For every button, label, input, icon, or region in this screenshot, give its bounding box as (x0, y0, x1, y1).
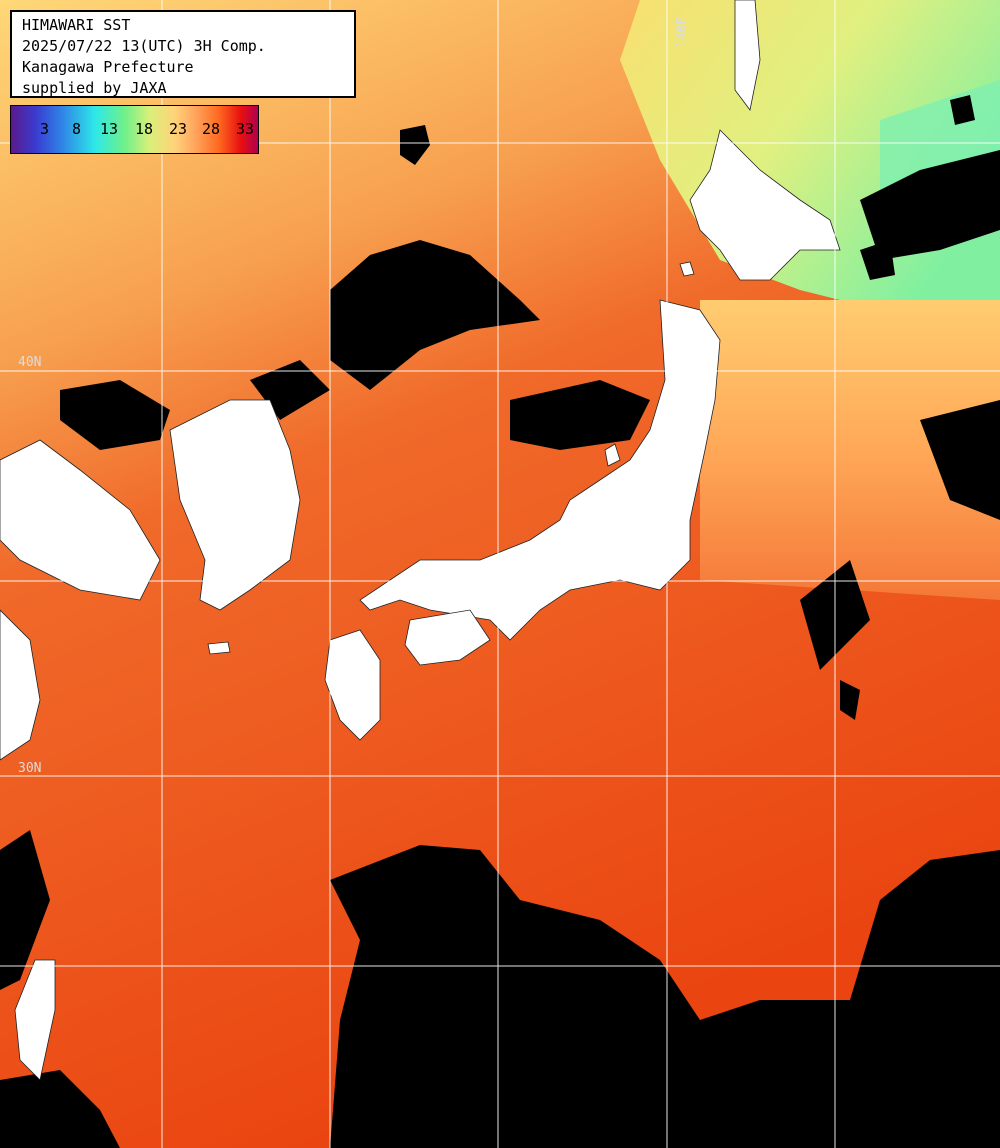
japan-shikoku (404, 609, 491, 666)
taiwan (14, 959, 56, 1081)
china-coast (0, 609, 41, 761)
grid-label-40n: 40N (18, 355, 41, 370)
colorbar-tick-23: 23 (169, 120, 188, 138)
okushiri-island (679, 261, 695, 277)
temperature-colorbar: 3 8 13 18 23 28 33 (10, 105, 259, 154)
jeju-island (207, 641, 231, 655)
japan-kyushu (324, 629, 381, 741)
japan-honshu (359, 299, 721, 641)
title-credit: supplied by JAXA (22, 79, 167, 97)
colorbar-tick-13: 13 (100, 120, 119, 138)
sakhalin-north (734, 0, 761, 111)
grid-label-140e: 140E (675, 17, 690, 48)
small-cloud-patches (400, 95, 975, 720)
sea-east-offshore (700, 300, 1000, 600)
title-product: HIMAWARI SST (22, 16, 131, 34)
sado-island (604, 443, 621, 467)
title-box: HIMAWARI SST 2025/07/22 13(UTC) 3H Comp.… (10, 10, 356, 98)
title-region: Kanagawa Prefecture (22, 58, 194, 76)
colorbar-tick-18: 18 (135, 120, 154, 138)
asian-mainland (0, 439, 161, 601)
land-masses (0, 0, 841, 1081)
grid-label-30n: 30N (18, 761, 41, 776)
title-datetime: 2025/07/22 13(UTC) 3H Comp. (22, 37, 266, 55)
colorbar-tick-3: 3 (40, 120, 50, 138)
colorbar-tick-33: 33 (236, 120, 255, 138)
colorbar-tick-8: 8 (72, 120, 82, 138)
japan-hokkaido (689, 129, 841, 281)
korean-peninsula (169, 399, 301, 611)
colorbar-tick-28: 28 (202, 120, 221, 138)
